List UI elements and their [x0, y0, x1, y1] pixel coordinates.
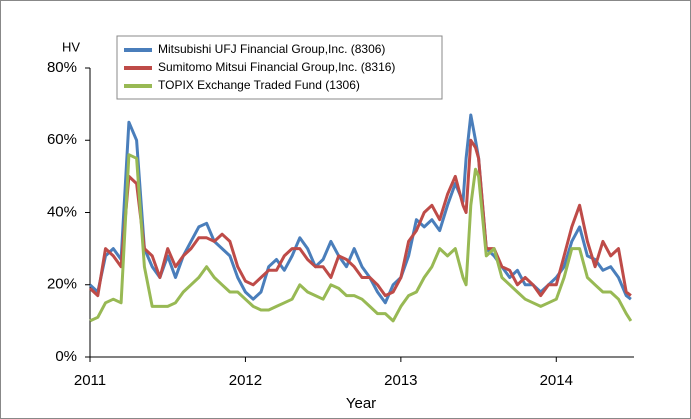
x-tick-label: 2012	[229, 372, 262, 389]
y-tick-label: 40%	[47, 203, 77, 220]
legend-label: TOPIX Exchange Traded Fund (1306)	[158, 78, 360, 92]
x-tick-label: 2014	[540, 372, 573, 389]
legend-label: Mitsubishi UFJ Financial Group,Inc. (830…	[158, 42, 385, 56]
legend-label: Sumitomo Mitsui Financial Group,Inc. (83…	[158, 60, 395, 74]
y-axis-label: HV	[62, 39, 80, 54]
legend-box	[116, 35, 443, 100]
y-tick-label: 60%	[47, 131, 77, 148]
y-tick-label: 80%	[47, 59, 77, 76]
y-tick-label: 20%	[47, 276, 77, 293]
x-axis-label: Year	[346, 395, 376, 412]
x-tick-label: 2013	[384, 372, 417, 389]
x-tick-label: 2011	[74, 372, 106, 389]
series-line	[89, 153, 633, 323]
series-line	[88, 138, 632, 298]
y-tick-label: 0%	[55, 348, 77, 365]
